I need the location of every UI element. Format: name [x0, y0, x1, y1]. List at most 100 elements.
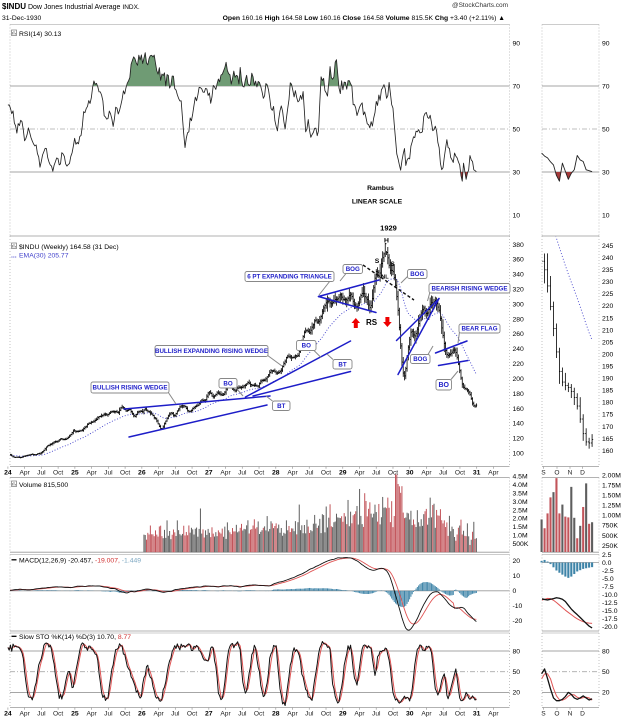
svg-text:31: 31	[473, 711, 481, 718]
svg-text:1929: 1929	[380, 224, 397, 233]
svg-text:200: 200	[602, 351, 614, 358]
svg-text:BT: BT	[277, 403, 285, 410]
svg-text:225: 225	[602, 291, 614, 298]
svg-text:Oct: Oct	[254, 711, 264, 718]
svg-text:31-Dec-1930: 31-Dec-1930	[2, 15, 42, 22]
svg-text:80: 80	[602, 648, 610, 655]
svg-text:BT: BT	[338, 361, 346, 368]
svg-text:Oct: Oct	[120, 711, 130, 718]
svg-text:28: 28	[272, 470, 280, 477]
svg-text:Oct: Oct	[187, 711, 197, 718]
svg-text:BULLISH RISING WEDGE: BULLISH RISING WEDGE	[93, 385, 168, 392]
svg-text:@StockCharts.com: @StockCharts.com	[452, 2, 508, 9]
svg-text:160: 160	[602, 448, 614, 455]
svg-text:S: S	[541, 470, 546, 477]
svg-text:-12.5: -12.5	[602, 600, 618, 607]
svg-text:Apr: Apr	[421, 711, 432, 718]
svg-text:20: 20	[513, 558, 521, 565]
svg-text:...: ...	[11, 253, 17, 260]
svg-text:BULLISH EXPANDING RISING WEDGE: BULLISH EXPANDING RISING WEDGE	[155, 348, 268, 355]
svg-text:210: 210	[602, 327, 614, 334]
svg-text:Jul: Jul	[238, 470, 247, 477]
svg-text:140: 140	[513, 421, 525, 428]
svg-text:2.0M: 2.0M	[513, 516, 528, 523]
svg-text:-5.0: -5.0	[602, 576, 614, 583]
svg-text:D: D	[580, 711, 585, 718]
svg-text:-20: -20	[513, 618, 523, 625]
svg-text:Oct: Oct	[388, 470, 398, 477]
svg-text:Jul: Jul	[305, 470, 314, 477]
svg-text:Jul: Jul	[104, 711, 113, 718]
svg-text:Slow STO %K(14) %D(3) 10.70, 8: Slow STO %K(14) %D(3) 10.70, 8.77	[19, 634, 131, 641]
svg-text:190: 190	[602, 376, 614, 383]
svg-text:Apr: Apr	[86, 711, 97, 718]
svg-text:24: 24	[4, 470, 12, 477]
svg-text:4.0M: 4.0M	[513, 482, 528, 489]
svg-text:120: 120	[513, 436, 525, 443]
svg-text:3.0M: 3.0M	[513, 499, 528, 506]
svg-text:280: 280	[513, 316, 525, 323]
svg-text:10: 10	[513, 573, 521, 580]
svg-text:Apr: Apr	[220, 470, 231, 477]
svg-text:-2.5: -2.5	[602, 568, 614, 575]
svg-text:10: 10	[602, 212, 610, 219]
svg-text:195: 195	[602, 364, 614, 371]
svg-text:20: 20	[513, 690, 521, 697]
svg-text:20: 20	[602, 690, 610, 697]
svg-text:90: 90	[602, 40, 610, 47]
svg-text:3.5M: 3.5M	[513, 490, 528, 497]
svg-text:Apr: Apr	[153, 711, 164, 718]
svg-text:Jul: Jul	[37, 470, 46, 477]
svg-text:750K: 750K	[602, 523, 618, 530]
svg-text:Jul: Jul	[104, 470, 113, 477]
svg-text:Apr: Apr	[287, 470, 298, 477]
svg-text:1.75M: 1.75M	[602, 483, 621, 490]
svg-text:30: 30	[513, 169, 521, 176]
svg-text:1.50M: 1.50M	[602, 493, 621, 500]
svg-text:29: 29	[339, 711, 347, 718]
svg-text:S: S	[541, 711, 546, 718]
svg-text:BOG: BOG	[410, 271, 424, 278]
svg-text:1.5M: 1.5M	[513, 524, 528, 531]
svg-text:500K: 500K	[602, 533, 618, 540]
svg-text:165: 165	[602, 436, 614, 443]
svg-text:Jul: Jul	[372, 470, 381, 477]
svg-text:2.5: 2.5	[602, 552, 612, 559]
svg-text:Oct: Oct	[388, 711, 398, 718]
svg-text:27: 27	[205, 470, 213, 477]
svg-text:Rambus: Rambus	[367, 185, 394, 192]
svg-text:380: 380	[513, 242, 525, 249]
svg-text:BOG: BOG	[346, 266, 360, 273]
svg-text:Jul: Jul	[305, 711, 314, 718]
svg-text:Oct: Oct	[53, 711, 63, 718]
svg-text:Oct: Oct	[53, 470, 63, 477]
svg-text:Oct: Oct	[455, 711, 465, 718]
svg-text:-10.0: -10.0	[602, 592, 618, 599]
svg-text:0: 0	[513, 588, 517, 595]
svg-text:Apr: Apr	[20, 711, 31, 718]
svg-text:-10: -10	[513, 603, 523, 610]
svg-text:240: 240	[513, 346, 525, 353]
svg-text:MACD(12,26,9) -20.457, -19.007: MACD(12,26,9) -20.457, -19.007, -1.449	[19, 558, 141, 565]
svg-text:-7.5: -7.5	[602, 584, 614, 591]
svg-text:-17.5: -17.5	[602, 616, 618, 623]
svg-text:O: O	[554, 470, 559, 477]
svg-text:Jul: Jul	[171, 711, 180, 718]
svg-text:0.0: 0.0	[602, 560, 612, 567]
svg-text:$INDU Dow Jones Industrial Ave: $INDU Dow Jones Industrial Average INDX.	[2, 2, 140, 11]
svg-text:-15.0: -15.0	[602, 608, 618, 615]
svg-text:200: 200	[513, 376, 525, 383]
svg-text:H: H	[384, 237, 389, 244]
svg-text:S: S	[375, 258, 380, 265]
svg-text:Apr: Apr	[20, 470, 31, 477]
svg-text:D: D	[580, 470, 585, 477]
svg-text:180: 180	[602, 400, 614, 407]
svg-text:340: 340	[513, 272, 525, 279]
svg-text:180: 180	[513, 391, 525, 398]
svg-text:Oct: Oct	[120, 470, 130, 477]
svg-text:245: 245	[602, 243, 614, 250]
svg-text:Jul: Jul	[439, 470, 448, 477]
svg-text:27: 27	[205, 711, 213, 718]
svg-text:Open 160.16 High 164.58 Low 16: Open 160.16 High 164.58 Low 160.16 Close…	[223, 15, 505, 22]
svg-text:1.25M: 1.25M	[602, 503, 621, 510]
